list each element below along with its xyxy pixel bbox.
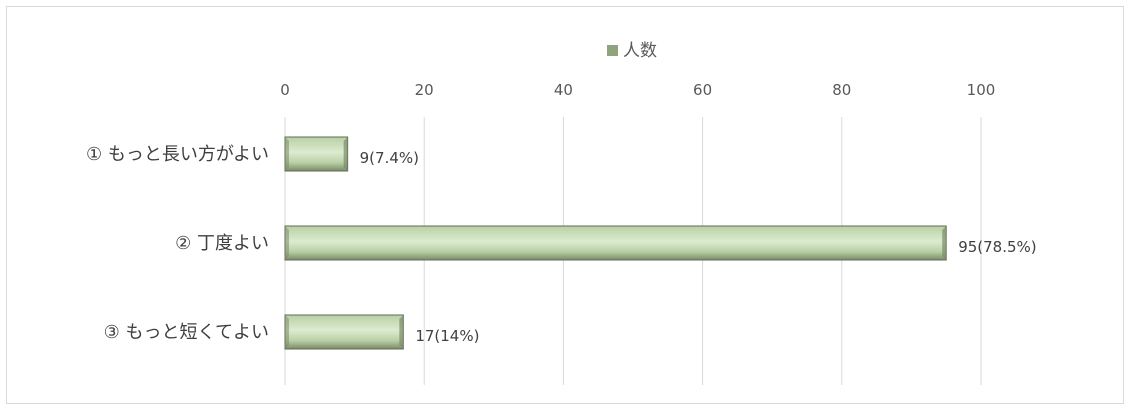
x-tick-label: 20 bbox=[415, 81, 434, 99]
x-tick-label: 0 bbox=[280, 81, 290, 99]
data-label: 17(14%) bbox=[415, 327, 479, 345]
bar-bevel-left bbox=[285, 137, 289, 171]
data-labels: 9(7.4%) 95(78.5%) 17(14%) bbox=[360, 149, 1037, 345]
bar-body bbox=[284, 314, 404, 350]
x-axis-ticks: 0 20 40 60 80 100 bbox=[280, 81, 995, 99]
bar-bevel-right bbox=[399, 315, 404, 349]
bar-bevel-right bbox=[942, 226, 947, 260]
legend-marker bbox=[607, 45, 618, 56]
category-label: ① もっと長い方がよい bbox=[86, 144, 269, 165]
bars bbox=[284, 136, 947, 350]
data-label: 95(78.5%) bbox=[958, 238, 1036, 256]
chart-frame: 人数 0 20 40 60 80 100 ① もっと長い方がよい ② 丁度よい ③ もっと短く… bbox=[6, 6, 1124, 404]
bar-body bbox=[284, 136, 349, 172]
x-tick-label: 100 bbox=[967, 81, 996, 99]
x-tick-label: 40 bbox=[554, 81, 573, 99]
legend: 人数 bbox=[607, 41, 657, 61]
category-label: ② 丁度よい bbox=[175, 233, 269, 254]
bar-body bbox=[284, 225, 947, 261]
legend-label: 人数 bbox=[623, 41, 657, 61]
bar-bevel-right bbox=[343, 137, 348, 171]
data-label: 9(7.4%) bbox=[360, 149, 419, 167]
bar bbox=[284, 314, 404, 350]
bar-bevel-left bbox=[285, 226, 289, 260]
x-tick-label: 80 bbox=[832, 81, 851, 99]
bar bbox=[284, 136, 349, 172]
x-tick-label: 60 bbox=[693, 81, 712, 99]
bar-chart: 人数 0 20 40 60 80 100 ① もっと長い方がよい ② 丁度よい ③ もっと短く… bbox=[86, 41, 1037, 385]
category-labels: ① もっと長い方がよい ② 丁度よい ③ もっと短くてよい bbox=[86, 144, 269, 343]
bar bbox=[284, 225, 947, 261]
category-label: ③ もっと短くてよい bbox=[104, 322, 269, 343]
bar-bevel-left bbox=[285, 315, 289, 349]
